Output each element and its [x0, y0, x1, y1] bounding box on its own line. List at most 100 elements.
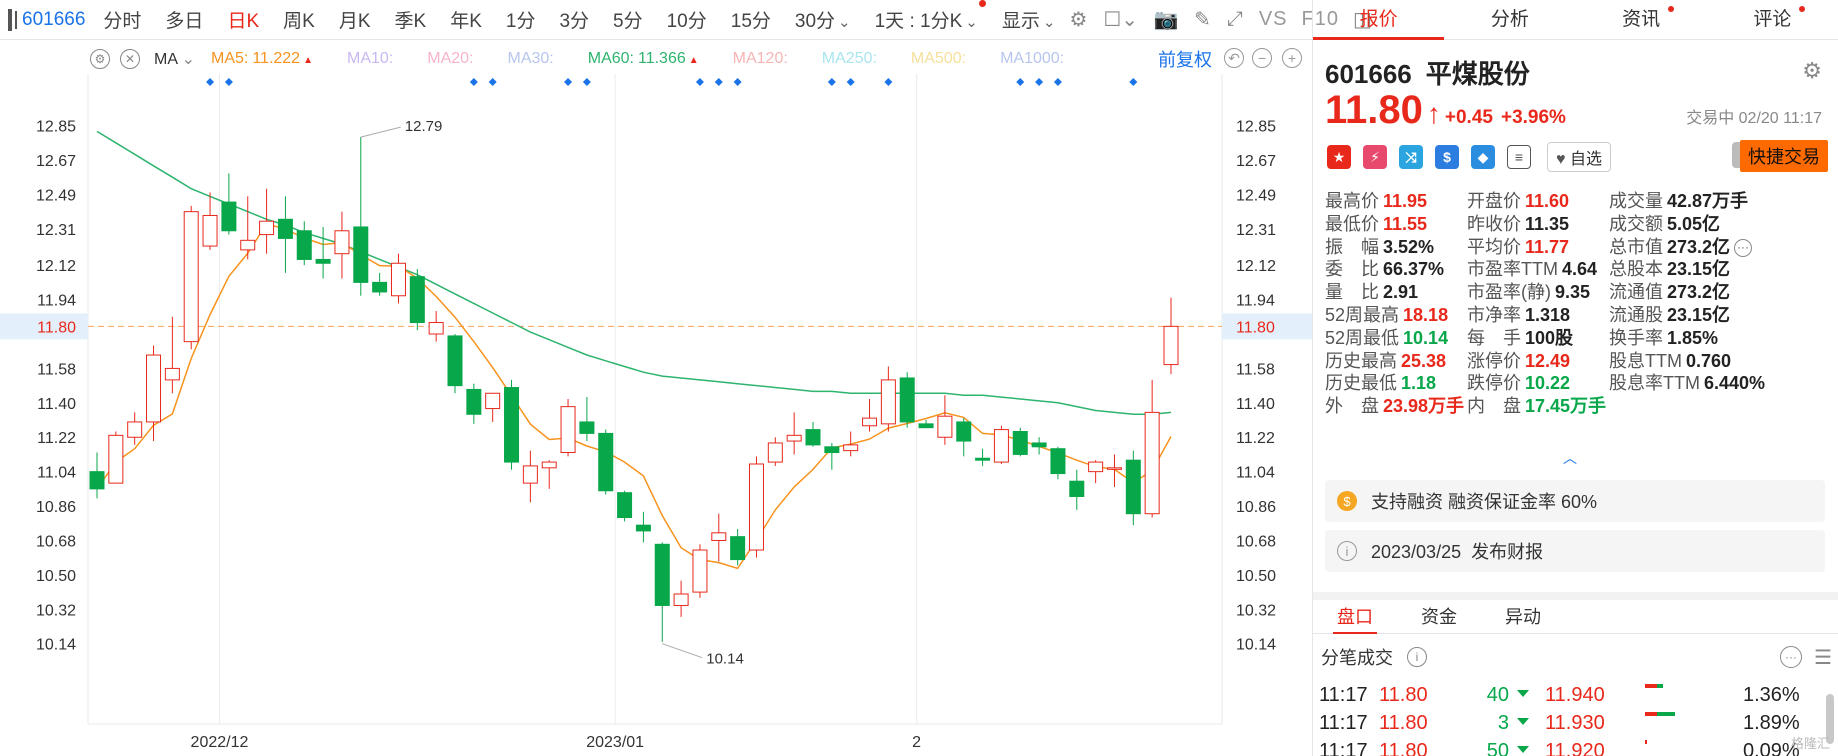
ma-item[interactable]: MA20: — [427, 50, 473, 68]
quote-cell: 外 盘 23.98万手 — [1325, 393, 1464, 420]
tab-10min[interactable]: 10分 — [666, 11, 707, 32]
quote-label: 内 盘 — [1467, 396, 1521, 417]
tab-rik[interactable]: 日K — [227, 11, 260, 32]
tab-jik[interactable]: 季K — [394, 11, 427, 32]
scrollbar[interactable] — [1826, 694, 1834, 744]
tab-zhouk[interactable]: 周K — [283, 11, 315, 32]
y-tick-label-right: 11.58 — [1236, 361, 1275, 378]
quote-value: 23.15亿 — [1667, 305, 1731, 325]
event-marker-icon — [488, 78, 497, 86]
trade-row: 11:17 11.80 3 11.930 1.89% — [1319, 708, 1829, 738]
tab-news[interactable]: 资讯 — [1576, 0, 1707, 39]
candle — [390, 253, 406, 304]
candle-body — [824, 446, 840, 454]
quote-cell: 股息率TTM 6.440% — [1609, 370, 1765, 397]
y-tick-label-right: 11.22 — [1236, 430, 1275, 447]
candle — [598, 429, 614, 495]
tab-zijin[interactable]: 资金 — [1421, 607, 1457, 627]
ma-item[interactable]: MA60: 11.366 ▲ — [588, 50, 699, 68]
more-options-icon[interactable]: ··· — [1780, 646, 1802, 668]
tab-3min[interactable]: 3分 — [559, 11, 590, 32]
quote-cell: 量 比 2.91 — [1325, 279, 1418, 306]
ma-settings-icon[interactable]: ⚙ — [90, 49, 110, 69]
zoom-out-icon[interactable]: − — [1252, 48, 1272, 68]
earnings-notice[interactable]: i 2023/03/25 发布财报 — [1325, 530, 1825, 572]
quick-trade-button[interactable]: 快捷交易 — [1740, 140, 1828, 172]
tab-analysis[interactable]: 分析 — [1444, 0, 1575, 39]
add-watchlist-button[interactable]: 自选 — [1547, 142, 1611, 172]
ma-item[interactable]: MA30: — [507, 50, 553, 68]
tab-quote[interactable]: 报价 — [1313, 0, 1445, 40]
dollar-icon[interactable]: $ — [1435, 145, 1459, 169]
quote-cell: 平均价 11.77 — [1467, 234, 1569, 261]
fullscreen-icon[interactable]: ⤢ — [1226, 8, 1243, 30]
y-tick-label-right: 11.94 — [1236, 293, 1275, 310]
more-icon[interactable]: ··· — [1734, 238, 1753, 257]
tag-icon[interactable]: ◆ — [1471, 145, 1495, 169]
tab-1min[interactable]: 1分 — [505, 11, 536, 32]
quote-label: 股息TTM — [1609, 350, 1682, 371]
y-tick-label-right: 10.50 — [1236, 568, 1276, 585]
range-dropdown[interactable]: 1天 : 1分K — [875, 0, 987, 33]
margin-notice[interactable]: $ 支持融资 融资保证金率 60% — [1325, 480, 1825, 522]
y-tick-label-left: 10.86 — [36, 499, 76, 516]
candle — [240, 196, 256, 260]
y-tick-label-left: 10.14 — [36, 637, 76, 654]
down-triangle-icon — [1517, 746, 1529, 753]
chart-canvas[interactable]: 12.85 12.85 12.67 12.67 12.49 12.49 12.31 12.31… — [0, 74, 1312, 756]
trade-price: 11.80 — [1379, 740, 1428, 756]
quote-cell: 每 手 100股 — [1467, 325, 1573, 352]
lightning-icon[interactable]: ⚡ — [1363, 145, 1387, 169]
candle — [409, 269, 425, 331]
tab-niank[interactable]: 年K — [450, 11, 482, 32]
tab-duori[interactable]: 多日 — [165, 11, 204, 32]
tab-5min[interactable]: 5分 — [613, 11, 643, 32]
trade-price: 11.80 — [1379, 712, 1428, 734]
shuffle-icon[interactable]: ⤨ — [1399, 145, 1423, 169]
tab-yidong[interactable]: 异动 — [1505, 607, 1541, 627]
ma-close-icon[interactable]: ✕ — [120, 49, 140, 69]
zoom-in-icon[interactable]: + — [1282, 48, 1302, 68]
tab-15min[interactable]: 15分 — [730, 11, 771, 32]
ma-item[interactable]: MA5: 11.222 ▲ — [211, 50, 313, 68]
quote-value: 23.98万手 — [1383, 396, 1465, 417]
tab-comments[interactable]: 评论 — [1707, 0, 1838, 39]
y-tick-label-left: 12.85 — [36, 119, 76, 136]
ma-item[interactable]: MA250: — [822, 50, 877, 68]
info-icon[interactable]: i — [1407, 647, 1427, 667]
quote-value: 3.52% — [1383, 236, 1435, 257]
undo-icon[interactable]: ↶ — [1224, 48, 1244, 68]
quote-value: 100股 — [1525, 327, 1574, 348]
list-view-icon[interactable]: ☰ — [1814, 646, 1832, 669]
display-dropdown[interactable]: 显示 — [1002, 6, 1056, 33]
ma-item[interactable]: MA10: — [347, 50, 393, 68]
vs-button[interactable]: VS — [1258, 8, 1288, 30]
ma-item[interactable]: MA1000: — [1000, 50, 1064, 68]
event-marker-icon — [846, 78, 855, 86]
pen-icon[interactable]: ✎ — [1194, 9, 1211, 31]
china-flag-icon[interactable]: ★ — [1327, 145, 1351, 169]
f10-button[interactable]: F10 — [1301, 8, 1339, 30]
ma-dropdown[interactable]: MA — [154, 49, 195, 69]
panel-toggle-icon[interactable] — [8, 8, 17, 31]
ma-item[interactable]: MA120: — [733, 50, 788, 68]
tab-fenshi[interactable]: 分时 — [103, 11, 142, 32]
quote-cell: 股息TTM 0.760 — [1609, 348, 1731, 375]
collapse-chevron-icon[interactable]: ︿ — [1563, 450, 1577, 466]
tab-pankou[interactable]: 盘口 — [1313, 600, 1397, 634]
gear-icon[interactable]: ⚙ — [1802, 58, 1822, 83]
tab-yuek[interactable]: 月K — [338, 11, 371, 32]
quote-value: 23.15亿 — [1667, 259, 1731, 280]
candle — [1050, 446, 1066, 480]
sidebar-toggle-icon[interactable]: ◫ — [1352, 9, 1372, 31]
tick-trades-header: 分笔成交 i ··· ☰ — [1321, 642, 1838, 672]
checkbox-icon[interactable]: ☐⌄ — [1103, 9, 1139, 31]
adjust-dropdown[interactable]: 前复权 — [1158, 50, 1212, 70]
tab-30min[interactable]: 30分 — [795, 6, 851, 33]
doc-icon[interactable]: ≡ — [1507, 145, 1531, 169]
candlestick-chart[interactable]: 12.85 12.85 12.67 12.67 12.49 12.49 12.31 12.31… — [0, 74, 1312, 756]
ma-item[interactable]: MA500: — [911, 50, 966, 68]
settings-icon[interactable]: ⚙ — [1069, 9, 1088, 31]
candle — [767, 437, 783, 466]
camera-icon[interactable]: 📷 — [1153, 9, 1179, 31]
